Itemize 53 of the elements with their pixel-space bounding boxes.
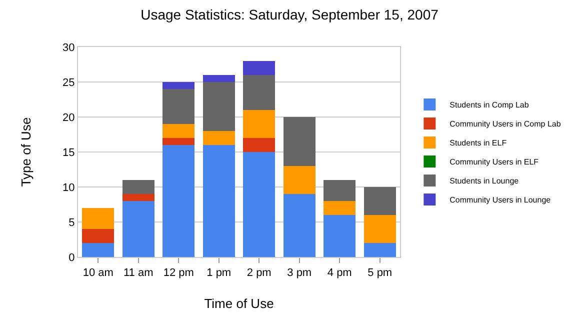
bar	[202, 82, 235, 131]
y-axis-title: Type of Use	[18, 117, 34, 187]
bar	[122, 201, 154, 257]
bar	[324, 201, 356, 215]
legend-label: Community Users in Comp Lab	[450, 120, 562, 129]
y-tick-label: 5	[68, 216, 75, 229]
chart-title: Usage Statistics: Saturday, September 15, 2007	[140, 6, 439, 22]
bar	[162, 89, 195, 124]
bar	[324, 180, 356, 201]
bar	[364, 215, 396, 243]
bar	[283, 166, 316, 194]
bar	[162, 138, 195, 145]
bar	[283, 117, 316, 166]
bar	[202, 131, 235, 145]
x-tick-label: 5 pm	[368, 267, 392, 280]
bar	[324, 215, 356, 257]
bar	[162, 145, 195, 257]
y-tick-label: 20	[62, 112, 75, 124]
bar	[364, 187, 396, 215]
bar	[364, 243, 396, 257]
bar	[82, 208, 114, 229]
bar	[122, 194, 154, 201]
bar	[243, 75, 276, 110]
legend-label: Students in Comp Lab	[450, 100, 530, 110]
x-tick-label: 3 pm	[287, 267, 312, 280]
bar	[283, 194, 316, 257]
bar	[202, 75, 235, 82]
bar	[243, 110, 276, 138]
legend-label: Students in ELF	[450, 138, 507, 148]
bar	[162, 124, 195, 138]
legend-label: Community Users in Lounge	[450, 196, 552, 205]
x-tick-label: 12 pm	[163, 267, 194, 280]
bar	[243, 138, 276, 152]
x-tick-label: 10 am	[82, 267, 114, 280]
y-tick-label: 10	[62, 182, 75, 194]
legend-label: Students in Lounge	[450, 176, 520, 186]
bar	[202, 145, 235, 257]
y-tick-label: 30	[62, 42, 75, 54]
legend-label: Community Users in ELF	[450, 158, 539, 167]
bar	[82, 229, 114, 243]
y-tick-label: 25	[62, 76, 75, 89]
bar	[243, 152, 276, 257]
x-tick-label: 1 pm	[206, 267, 232, 280]
bar	[82, 243, 114, 257]
bar	[122, 180, 154, 194]
x-tick-label: 4 pm	[327, 267, 352, 280]
y-tick-label: 15	[62, 146, 75, 159]
bar	[162, 82, 195, 89]
x-tick-label: 11 am	[123, 267, 154, 280]
x-axis-title: Time of Use	[204, 296, 274, 311]
bar	[243, 61, 276, 75]
x-tick-label: 2 pm	[246, 267, 272, 280]
y-tick-label: 0	[68, 252, 75, 264]
